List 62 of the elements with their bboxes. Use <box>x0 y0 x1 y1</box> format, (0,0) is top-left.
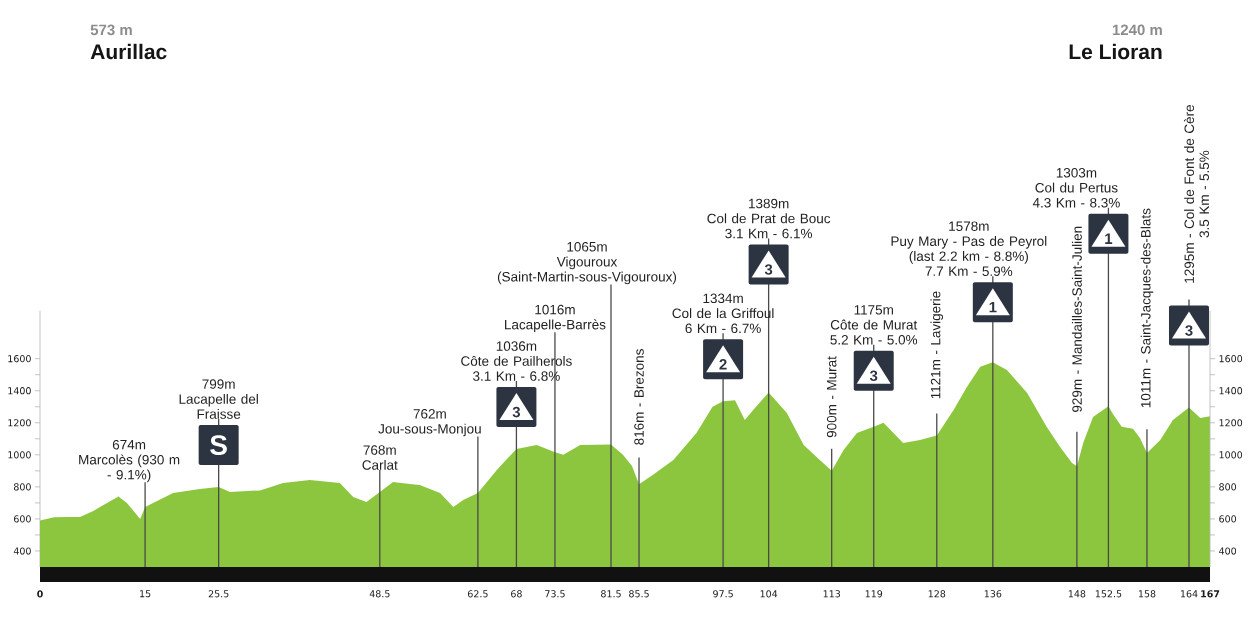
x-tick-label: 48.5 <box>369 590 390 598</box>
ref-line-label: 768m Carlat <box>362 445 398 470</box>
y-tick-label: 1400 <box>8 387 31 395</box>
ref-line-label: 1389m Col de Prat de Bouc 3.1 Km - 6.1% <box>707 198 831 239</box>
x-tick-label: 119 <box>865 590 883 598</box>
annotation: 1 <box>1105 233 1113 244</box>
y2-tick-label: 1600 <box>1219 355 1243 363</box>
y-tick-label: 800 <box>13 483 31 491</box>
ref-line-label: 1578m Puy Mary - Pas de Peyrol (last 2.2 km - 8.8%) 7.7 Km - 5.9% <box>891 221 1047 276</box>
annotation: 3 <box>764 264 773 275</box>
x-tick-label: 136 <box>984 590 1002 598</box>
x-tick-label: 113 <box>823 590 840 598</box>
x-tick-label: 85.5 <box>629 590 649 598</box>
annotation: 3 <box>1185 325 1193 336</box>
y-tick-label: 600 <box>14 515 31 523</box>
ref-line-label: 1065m Vigouroux (Saint-Martin-sous-Vigouroux) <box>497 241 677 285</box>
ref-line-label: 674m Marcolès (930 m - 9.1%) <box>79 439 180 483</box>
y-tick-label: 400 <box>13 547 31 555</box>
ref-line-label: 1011m - Saint-Jacques-des-Blats <box>1140 208 1154 408</box>
x-tick-label: 148 <box>1068 590 1086 598</box>
x-tick-label: 152.5 <box>1095 590 1122 598</box>
x-tick-label: 0 <box>37 590 43 598</box>
x-tick-label: 62.5 <box>467 590 488 598</box>
x-tick-label: 73.5 <box>545 590 565 598</box>
y2-tick-label: 1000 <box>1219 451 1243 459</box>
annotation: 3 <box>869 370 878 382</box>
x-tick-label: 68 <box>511 590 522 598</box>
ref-line-label: 1303m Col du Pertus 4.3 Km - 8.3% <box>1032 167 1120 208</box>
text: Le Lioran <box>1069 43 1162 60</box>
y2-tick-label: 800 <box>1219 483 1237 491</box>
x-tick-label: 158 <box>1138 590 1156 598</box>
y2-tick-label: 400 <box>1219 547 1237 555</box>
annotation: 3 <box>512 406 521 418</box>
annotation: S <box>210 435 227 455</box>
x-tick-label: 164 <box>1180 590 1198 598</box>
ref-line-label: 900m - Murat <box>826 356 837 438</box>
text: Aurillac <box>90 43 167 60</box>
y2-tick-label: 1200 <box>1219 419 1243 427</box>
ref-line-label: 799m Lacapelle del Fraisse <box>179 379 258 419</box>
x-tick-label: 97.5 <box>713 590 733 598</box>
text: 573 m <box>90 24 132 36</box>
y-tick-label: 1600 <box>8 355 31 363</box>
text: 1240 m <box>1112 24 1162 36</box>
x-tick-label: 15 <box>140 590 151 598</box>
annotation: 2 <box>719 359 727 370</box>
x-tick-label: 128 <box>928 590 946 598</box>
ref-line-label: 1295m - Col de Font de Cère 3.5 Km - 5.5% <box>1183 105 1210 283</box>
ref-line-label: 816m - Brezons <box>634 349 644 445</box>
x-tick-label: 81.5 <box>601 590 621 598</box>
y2-tick-label: 600 <box>1219 515 1237 523</box>
ref-line-label: 1016m Lacapelle-Barrès <box>505 304 606 333</box>
x-tick-label: 104 <box>760 590 778 598</box>
ref-line-label: 1121m - Lavigerie <box>930 291 944 399</box>
ref-line-label: 929m - Mandailles-Saint-Julien <box>1071 226 1082 412</box>
ref-line-label: 1175m Côte de Murat 5.2 Km - 5.0% <box>830 305 918 345</box>
y-tick-label: 1000 <box>8 451 31 459</box>
x-tick-label: 25.5 <box>208 590 229 598</box>
y2-tick-label: 1400 <box>1219 387 1243 395</box>
y-tick-label: 1200 <box>8 419 31 427</box>
annotation: 1 <box>989 302 997 313</box>
ref-line-label: 762m Jou-sous-Monjou <box>378 409 481 437</box>
x-tick-label: 167 <box>1201 590 1220 598</box>
